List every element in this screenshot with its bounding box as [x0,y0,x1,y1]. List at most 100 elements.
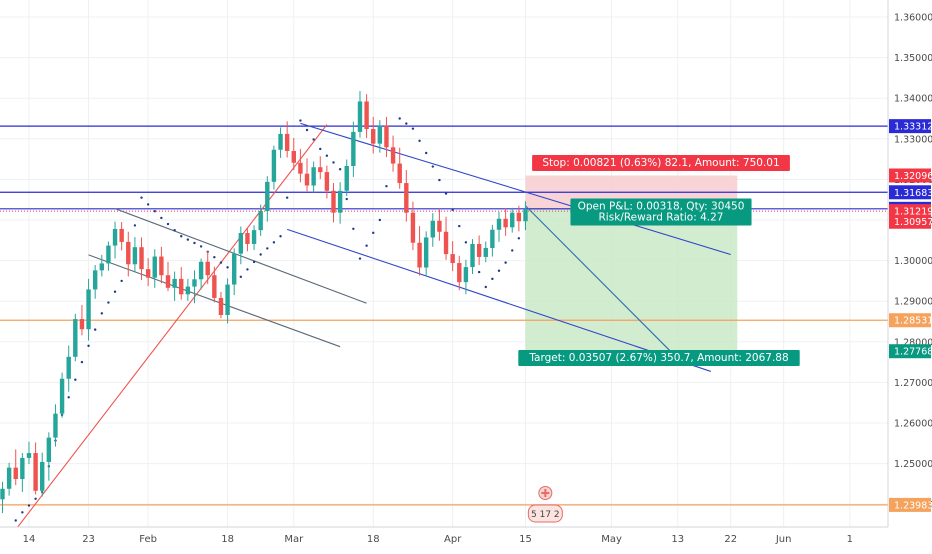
price-tag [889,313,931,328]
price-tag-text: 1.33312 [894,122,932,133]
candle-body [443,231,449,255]
take-profit-zone[interactable] [525,208,738,352]
sar-dot [424,151,428,155]
stop-label[interactable]: Stop: 0.00821 (0.63%) 82.1, Amount: 750.… [532,155,790,171]
sar-dot [299,119,302,122]
price-tag [889,344,931,359]
price-tag [889,214,931,229]
candle-body [331,190,336,213]
sar-dot [418,139,421,143]
candle-body [212,275,217,298]
sar-dot [458,224,461,228]
sar-dot [107,301,110,304]
sar-dot [180,235,183,238]
candle-body [126,241,131,265]
time-tick-label: Mar [284,534,304,545]
candle-body [430,220,435,238]
price-tag-text: 1.28531 [894,316,932,327]
sar-dot [398,117,401,120]
candle-body [390,147,396,164]
candle-body [344,166,349,191]
candle-body [99,263,104,271]
candle-body [258,211,263,231]
target-label-text: Target: 0.03507 (2.67%) 350.7, Amount: 2… [528,352,788,364]
sar-dot [338,168,342,171]
sar-dot [252,260,256,264]
candle-body [192,279,197,287]
sar-dot [140,196,143,199]
candle-body [503,218,508,228]
sar-dot [173,228,176,232]
candle-body [410,212,416,243]
pnl-label[interactable]: Open P&L: 0.00318, Qty: 30450Risk/Reward… [570,198,752,226]
sar-dot [80,360,84,364]
trend-line[interactable] [286,228,712,372]
price-tag [889,204,931,219]
sar-dot [279,235,282,238]
price-tick-label: 1.35000 [894,53,932,64]
sar-dot [193,241,196,245]
trend-line[interactable] [525,205,672,353]
event-badge-text: 5 17 2 [531,510,560,520]
candle-body [476,243,482,257]
sar-dot [34,497,37,500]
pnl-label-background [570,198,752,226]
candle-body [185,286,191,295]
candle-body [510,212,515,228]
candle-body [304,173,310,186]
price-tick-label: 1.30000 [894,256,932,267]
sar-dot [477,270,481,274]
target-label[interactable]: Target: 0.03507 (2.67%) 350.7, Amount: 2… [518,350,800,366]
pnl-label-text: Risk/Reward Ratio: 4.27 [599,212,724,224]
sar-dot [272,241,276,244]
candle-body [145,269,151,278]
sar-dot [352,227,355,230]
candle-body [397,163,402,184]
target-label-background [518,350,800,366]
candle-body [79,319,85,330]
trend-line[interactable] [300,122,731,256]
time-tick-label: Apr [444,534,462,545]
sar-dot [305,128,309,132]
sar-dot [378,218,382,222]
candle-body [377,125,383,144]
candle-body [298,162,303,174]
candle-body [40,461,45,491]
candle-body [523,209,528,222]
time-tick-label: 1 [847,534,853,545]
sar-dot [14,519,17,522]
candle-body [450,254,455,264]
candle-body [470,243,475,268]
candle-body [112,228,118,246]
candle-body [371,129,376,144]
candle-body [496,218,502,230]
sar-dot [100,312,104,315]
price-tag-text: 1.30957 [894,217,932,228]
candle-body [165,275,171,288]
event-badge-icon[interactable] [527,504,563,523]
candle-body [198,261,204,280]
sar-dot [464,241,468,244]
price-tag-text: 1.32096 [894,171,932,182]
candle-body [351,131,356,167]
candle-body [324,172,330,191]
candle-body [33,453,38,491]
price-tag-text: 1.31219 [894,207,932,218]
time-tick-label: 13 [671,534,684,545]
candle-body [232,253,237,285]
sar-dot [504,261,507,264]
sar-dot [93,328,97,331]
sar-dot [438,178,441,182]
candle-body [92,270,98,290]
sar-dot [431,165,434,168]
sar-dot [405,122,408,125]
stop-label-background [532,155,790,171]
trend-line[interactable] [2,124,328,548]
sar-dot [199,245,203,248]
candle-body [6,467,12,489]
candle-body [404,183,409,213]
sar-dot [27,504,31,507]
price-tick-label: 1.33000 [894,134,932,145]
